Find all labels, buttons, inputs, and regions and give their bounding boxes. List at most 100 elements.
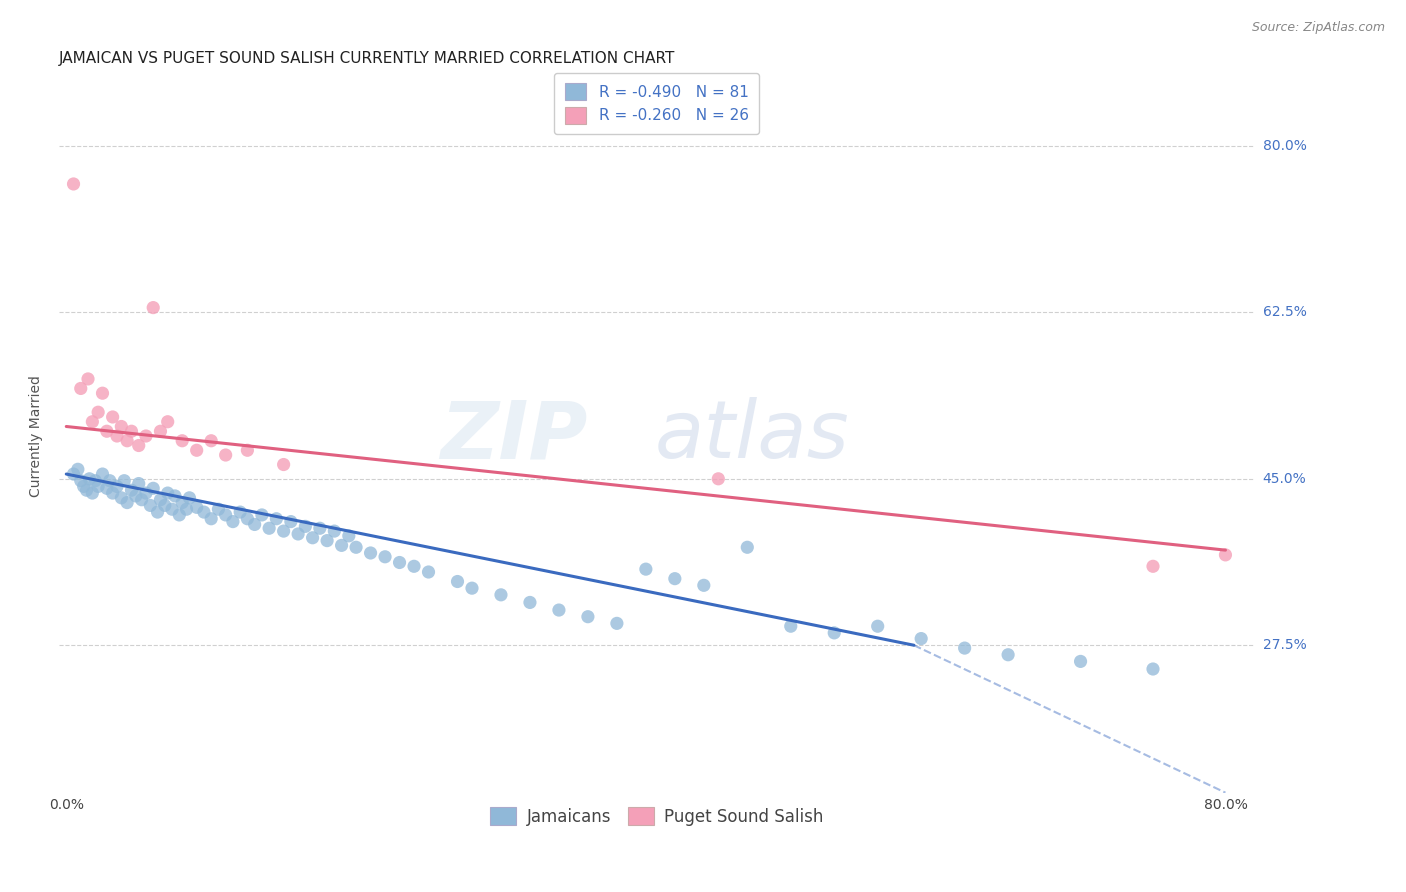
Point xyxy=(101,486,124,500)
Text: Source: ZipAtlas.com: Source: ZipAtlas.com xyxy=(1251,21,1385,34)
Point xyxy=(316,533,339,548)
Point xyxy=(105,479,128,493)
Point xyxy=(280,515,302,529)
Point xyxy=(323,524,346,538)
Point xyxy=(236,512,259,526)
Point xyxy=(121,424,143,438)
Point xyxy=(330,538,353,552)
Point xyxy=(374,549,396,564)
Point xyxy=(79,472,101,486)
Text: ZIP: ZIP xyxy=(440,397,586,475)
Point xyxy=(98,474,121,488)
Point xyxy=(1070,654,1092,668)
Y-axis label: Currently Married: Currently Married xyxy=(30,375,44,497)
Point xyxy=(62,177,84,191)
Point xyxy=(82,486,104,500)
Point xyxy=(519,595,541,609)
Point xyxy=(69,381,91,395)
Text: 27.5%: 27.5% xyxy=(1263,639,1306,652)
Point xyxy=(229,505,252,519)
Point xyxy=(997,648,1019,662)
Point xyxy=(250,508,273,522)
Point xyxy=(96,481,118,495)
Point xyxy=(142,481,165,495)
Point xyxy=(169,508,191,522)
Point xyxy=(76,483,98,498)
Point xyxy=(156,415,179,429)
Legend: Jamaicans, Puget Sound Salish: Jamaicans, Puget Sound Salish xyxy=(481,799,832,834)
Text: JAMAICAN VS PUGET SOUND SALISH CURRENTLY MARRIED CORRELATION CHART: JAMAICAN VS PUGET SOUND SALISH CURRENTLY… xyxy=(59,51,675,66)
Point xyxy=(146,505,169,519)
Point xyxy=(91,386,114,401)
Point xyxy=(606,616,628,631)
Point xyxy=(91,467,114,481)
Point xyxy=(193,505,215,519)
Point xyxy=(101,409,124,424)
Point xyxy=(186,500,208,515)
Point xyxy=(308,521,330,535)
Point xyxy=(461,581,484,595)
Point xyxy=(163,489,186,503)
Point xyxy=(135,486,157,500)
Point xyxy=(273,458,295,472)
Point xyxy=(257,521,280,535)
Point xyxy=(1142,559,1164,574)
Point xyxy=(287,527,309,541)
Point xyxy=(73,479,96,493)
Point xyxy=(823,625,845,640)
Point xyxy=(489,588,512,602)
Point xyxy=(135,429,157,443)
Point xyxy=(301,531,323,545)
Point xyxy=(266,512,288,526)
Text: 62.5%: 62.5% xyxy=(1263,305,1306,319)
Point xyxy=(77,372,100,386)
Point xyxy=(360,546,382,560)
Text: atlas: atlas xyxy=(655,397,849,475)
Point xyxy=(69,474,91,488)
Point xyxy=(87,479,110,493)
Point xyxy=(200,512,222,526)
Point xyxy=(96,424,118,438)
Point xyxy=(215,508,238,522)
Point xyxy=(207,502,229,516)
Point xyxy=(866,619,889,633)
Point xyxy=(125,489,148,503)
Point xyxy=(131,492,153,507)
Point xyxy=(149,424,172,438)
Point xyxy=(634,562,657,576)
Point xyxy=(737,541,759,555)
Point xyxy=(243,517,266,532)
Point xyxy=(388,556,411,570)
Point xyxy=(910,632,932,646)
Point xyxy=(156,486,179,500)
Point xyxy=(84,474,107,488)
Point xyxy=(779,619,801,633)
Point xyxy=(294,519,316,533)
Point xyxy=(402,559,425,574)
Point xyxy=(142,301,165,315)
Point xyxy=(337,529,360,543)
Point xyxy=(693,578,716,592)
Point xyxy=(128,476,150,491)
Point xyxy=(186,443,208,458)
Point xyxy=(121,483,143,498)
Text: 45.0%: 45.0% xyxy=(1263,472,1306,486)
Point xyxy=(273,524,295,538)
Point xyxy=(105,429,128,443)
Point xyxy=(112,474,135,488)
Point xyxy=(215,448,238,462)
Point xyxy=(115,434,138,448)
Point xyxy=(66,462,89,476)
Text: 80.0%: 80.0% xyxy=(1263,139,1306,153)
Point xyxy=(153,499,176,513)
Point xyxy=(160,502,183,516)
Point xyxy=(344,541,367,555)
Point xyxy=(110,419,132,434)
Point xyxy=(222,515,245,529)
Point xyxy=(548,603,571,617)
Point xyxy=(1142,662,1164,676)
Point xyxy=(115,495,138,509)
Point xyxy=(110,491,132,505)
Point xyxy=(82,415,104,429)
Point xyxy=(953,641,976,656)
